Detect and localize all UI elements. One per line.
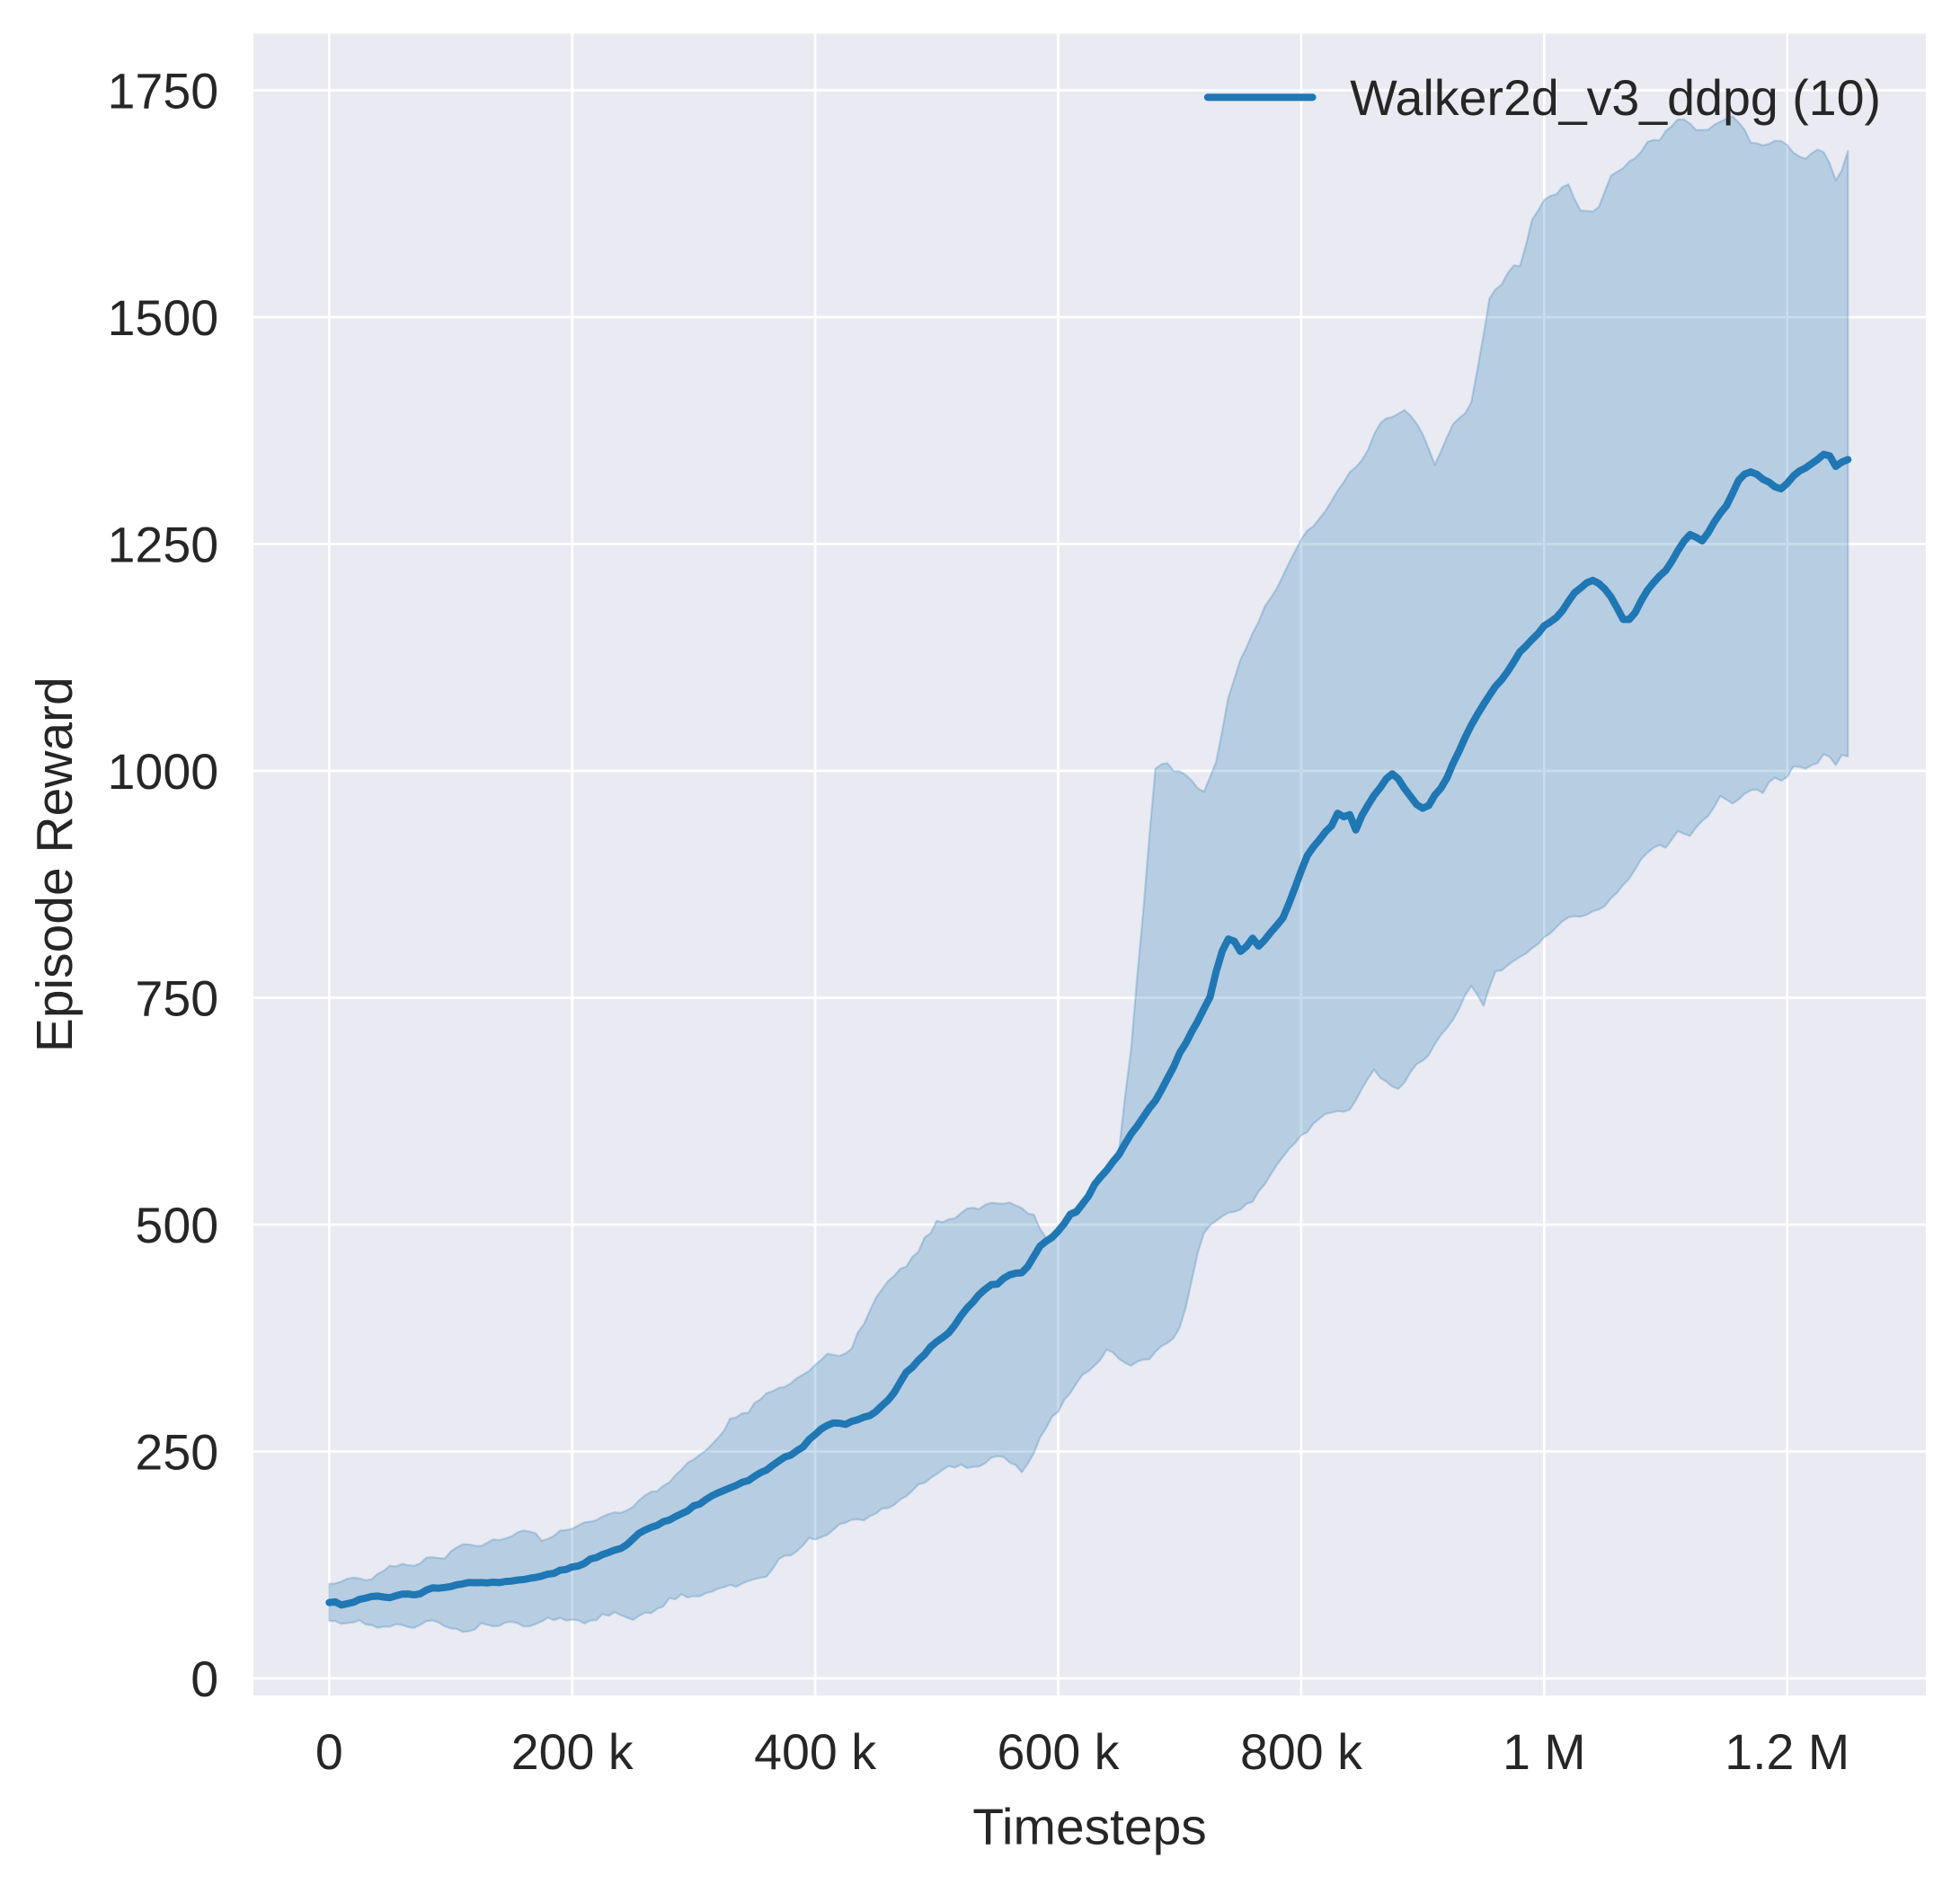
svg-text:1.2 M: 1.2 M bbox=[1725, 1724, 1849, 1780]
svg-text:1250: 1250 bbox=[108, 518, 219, 573]
svg-text:800 k: 800 k bbox=[1240, 1724, 1362, 1780]
svg-text:1750: 1750 bbox=[108, 64, 219, 119]
svg-text:1500: 1500 bbox=[108, 290, 219, 346]
svg-text:Episode Reward: Episode Reward bbox=[26, 677, 84, 1052]
svg-text:600 k: 600 k bbox=[998, 1724, 1120, 1780]
svg-text:200 k: 200 k bbox=[511, 1724, 634, 1780]
svg-text:1 M: 1 M bbox=[1503, 1724, 1586, 1780]
svg-text:400 k: 400 k bbox=[754, 1724, 876, 1780]
svg-text:1000: 1000 bbox=[108, 744, 219, 800]
svg-text:Walker2d_v3_ddpg (10): Walker2d_v3_ddpg (10) bbox=[1350, 70, 1881, 126]
svg-text:250: 250 bbox=[135, 1425, 218, 1481]
svg-text:750: 750 bbox=[135, 971, 218, 1027]
svg-text:0: 0 bbox=[315, 1724, 343, 1780]
svg-text:500: 500 bbox=[135, 1198, 218, 1253]
svg-text:Timesteps: Timesteps bbox=[972, 1798, 1207, 1855]
svg-text:0: 0 bbox=[191, 1651, 218, 1707]
